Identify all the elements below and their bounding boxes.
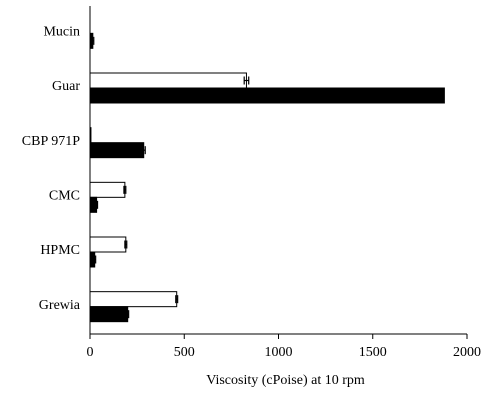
category-label-grewia: Grewia [39,298,81,313]
error-bar-cmc-series-2 [95,200,99,209]
x-axis: 0 500 1000 1500 2000 [87,333,481,360]
error-bar-mucin-series-2 [91,36,95,45]
bar-guar-series-1 [89,72,247,89]
error-bar-cbp-971p-series-2 [141,146,146,155]
category-label-hpmc: HPMC [40,243,80,258]
x-tick-label-1500: 1500 [359,345,387,360]
error-bar-hpmc-series-2 [93,255,97,264]
x-axis-title: Viscosity (cPoise) at 10 rpm [206,373,365,388]
bars-group [89,32,445,323]
bar-cbp-971p-series-2 [89,142,145,159]
bar-hpmc-series-1 [89,236,127,253]
x-tick-label-500: 500 [174,345,195,360]
x-tick-label-1000: 1000 [265,345,293,360]
category-label-cbp-971p: CBP 971P [22,134,80,149]
error-bar-guar-series-1 [243,76,250,85]
bar-grewia-series-1 [89,291,178,308]
category-labels: Mucin Guar CBP 971P CMC HPMC Grewia [22,25,81,313]
bar-cmc-series-1 [89,181,126,198]
x-ticks: 0 500 1000 1500 2000 [87,334,481,360]
category-label-mucin: Mucin [43,25,80,40]
error-bar-hpmc-series-1 [124,240,128,249]
error-bar-cmc-series-1 [123,185,127,194]
x-tick-label-2000: 2000 [453,345,481,360]
x-tick-label-0: 0 [87,345,94,360]
error-bar-grewia-series-2 [126,310,130,319]
bar-grewia-series-2 [89,306,129,323]
bar-guar-series-2 [89,87,445,104]
category-label-guar: Guar [52,79,80,94]
error-bar-grewia-series-1 [175,295,179,304]
category-label-cmc: CMC [49,189,80,204]
